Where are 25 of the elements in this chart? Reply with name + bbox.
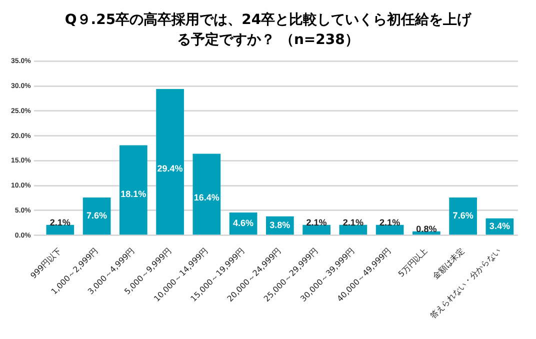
data-label: 2.1% (50, 217, 70, 228)
data-label: 2.1% (306, 217, 327, 228)
x-tick-label: 5万円以上 (396, 246, 430, 279)
bar (302, 224, 330, 235)
bar (376, 224, 404, 235)
data-label: 7.6% (86, 210, 108, 221)
bar (449, 198, 477, 235)
data-label: 16.4% (194, 192, 220, 203)
data-label: 2.1% (380, 217, 400, 228)
data-label: 3.4% (489, 220, 510, 231)
bar (46, 224, 74, 235)
data-label: 2.1% (342, 217, 364, 228)
data-label: 7.6% (452, 210, 474, 221)
data-label: 29.4% (157, 164, 183, 174)
bar (192, 154, 221, 235)
bar (156, 89, 184, 235)
data-label: 0.8% (416, 224, 437, 234)
bar (82, 198, 111, 235)
bar (339, 224, 368, 235)
data-label: 18.1% (120, 188, 146, 199)
data-label: 3.8% (270, 220, 290, 230)
bar (120, 145, 148, 235)
x-tick-label: 金額は未定 (431, 246, 466, 281)
chart-title: Q９.25卒の高卒採用では、24卒と比較していくら初任給を上げる予定ですか？ （n=238） (64, 10, 472, 50)
data-label: 4.6% (233, 218, 254, 228)
